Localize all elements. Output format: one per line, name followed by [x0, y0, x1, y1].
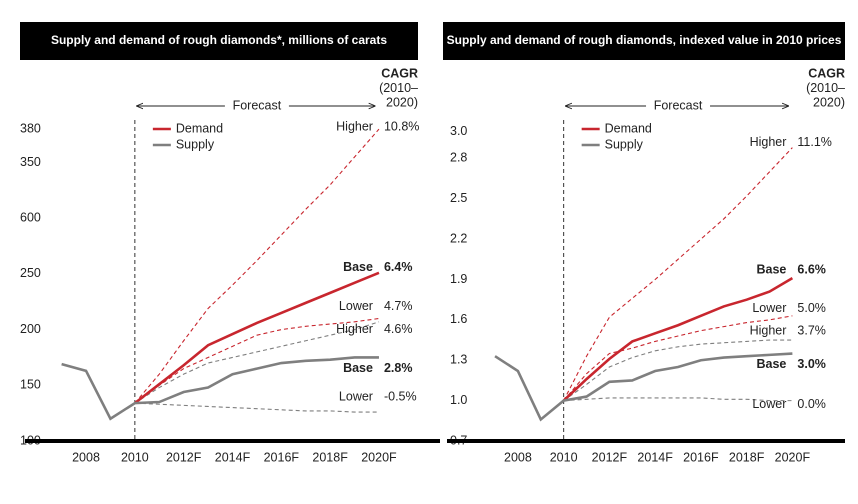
cagr-label: 10.8%	[384, 119, 419, 133]
scenario-label: Base	[343, 260, 373, 274]
y-tick-label: 250	[20, 266, 41, 280]
cagr-label: 6.6%	[797, 262, 826, 276]
x-tick-label: 2020F	[775, 450, 811, 464]
y-tick-label: 2.2	[450, 231, 467, 245]
y-tick-label: 1.6	[450, 312, 467, 326]
y-tick-label: 3.0	[450, 124, 467, 138]
cagr-label: 4.6%	[384, 322, 413, 336]
y-tick-label: 350	[20, 155, 41, 169]
scenario-line	[563, 315, 793, 401]
cagr-label: 3.7%	[797, 323, 826, 337]
series-line	[61, 356, 379, 421]
cagr-label: 0.0%	[797, 397, 826, 411]
y-tick-label: 2.8	[450, 151, 467, 165]
legend-label: Demand	[176, 121, 223, 135]
scenario-label: Base	[757, 357, 787, 371]
scenario-label: Lower	[752, 301, 786, 315]
cagr-header: CAGR	[381, 66, 418, 80]
scenario-label: Higher	[336, 119, 373, 133]
chart-title: Supply and demand of rough diamonds, ind…	[447, 33, 842, 47]
title-bar	[443, 22, 845, 60]
scenario-line	[134, 402, 379, 413]
cagr-header: (2010–	[806, 81, 845, 95]
x-tick-label: 2018F	[729, 450, 765, 464]
x-tick-label: 2016F	[683, 450, 719, 464]
scenario-label: Lower	[339, 299, 373, 313]
scenario-label: Higher	[750, 323, 787, 337]
x-tick-label: 2018F	[312, 450, 348, 464]
scenario-line	[563, 339, 793, 402]
legend-label: Demand	[605, 121, 652, 135]
chart-title: Supply and demand of rough diamonds*, mi…	[51, 33, 387, 47]
cagr-label: 4.7%	[384, 299, 413, 313]
x-tick-label: 2014F	[215, 450, 251, 464]
cagr-header: (2010–	[379, 81, 418, 95]
panel: Supply and demand of rough diamonds*, mi…	[20, 22, 440, 464]
scenario-line	[134, 321, 380, 404]
x-tick-label: 2012F	[592, 450, 628, 464]
legend-label: Supply	[605, 137, 644, 151]
series-line	[562, 277, 794, 402]
x-tick-label: 2008	[72, 450, 100, 464]
forecast-label: Forecast	[654, 98, 703, 112]
scenario-line	[134, 128, 380, 404]
x-tick-label: 2008	[504, 450, 532, 464]
y-tick-label: 380	[20, 121, 41, 135]
x-tick-label: 2020F	[361, 450, 397, 464]
x-tick-label: 2010	[121, 450, 149, 464]
series-line	[494, 352, 793, 422]
scenario-line	[134, 317, 380, 404]
y-tick-label: 1.0	[450, 393, 467, 407]
cagr-label: 5.0%	[797, 301, 826, 315]
x-tick-label: 2014F	[637, 450, 673, 464]
scenario-label: Lower	[752, 397, 786, 411]
legend-label: Supply	[176, 137, 215, 151]
y-tick-label: 1.9	[450, 272, 467, 286]
y-tick-label: 1.3	[450, 353, 467, 367]
scenario-label: Base	[757, 262, 787, 276]
y-tick-label: 200	[20, 322, 41, 336]
panel: Supply and demand of rough diamonds, ind…	[443, 22, 845, 464]
scenario-line	[563, 147, 793, 401]
y-tick-label: 150	[20, 378, 41, 392]
title-bar	[20, 22, 418, 60]
x-tick-label: 2010	[550, 450, 578, 464]
cagr-header: CAGR	[808, 66, 845, 80]
y-tick-label: 2.5	[450, 191, 467, 205]
cagr-label: 6.4%	[384, 260, 413, 274]
x-tick-label: 2016F	[264, 450, 300, 464]
cagr-header: 2020)	[813, 95, 845, 109]
series-line	[134, 271, 380, 405]
cagr-label: 3.0%	[797, 357, 826, 371]
scenario-label: Higher	[336, 322, 373, 336]
cagr-header: 2020)	[386, 95, 418, 109]
scenario-label: Higher	[750, 135, 787, 149]
cagr-label: 11.1%	[797, 135, 832, 149]
scenario-label: Lower	[339, 389, 373, 403]
forecast-label: Forecast	[233, 98, 282, 112]
cagr-label: 2.8%	[384, 361, 413, 375]
scenario-label: Base	[343, 361, 373, 375]
scenario-line	[563, 397, 793, 402]
y-tick-label: 600	[20, 211, 41, 225]
x-tick-label: 2012F	[166, 450, 202, 464]
cagr-label: -0.5%	[384, 389, 417, 403]
